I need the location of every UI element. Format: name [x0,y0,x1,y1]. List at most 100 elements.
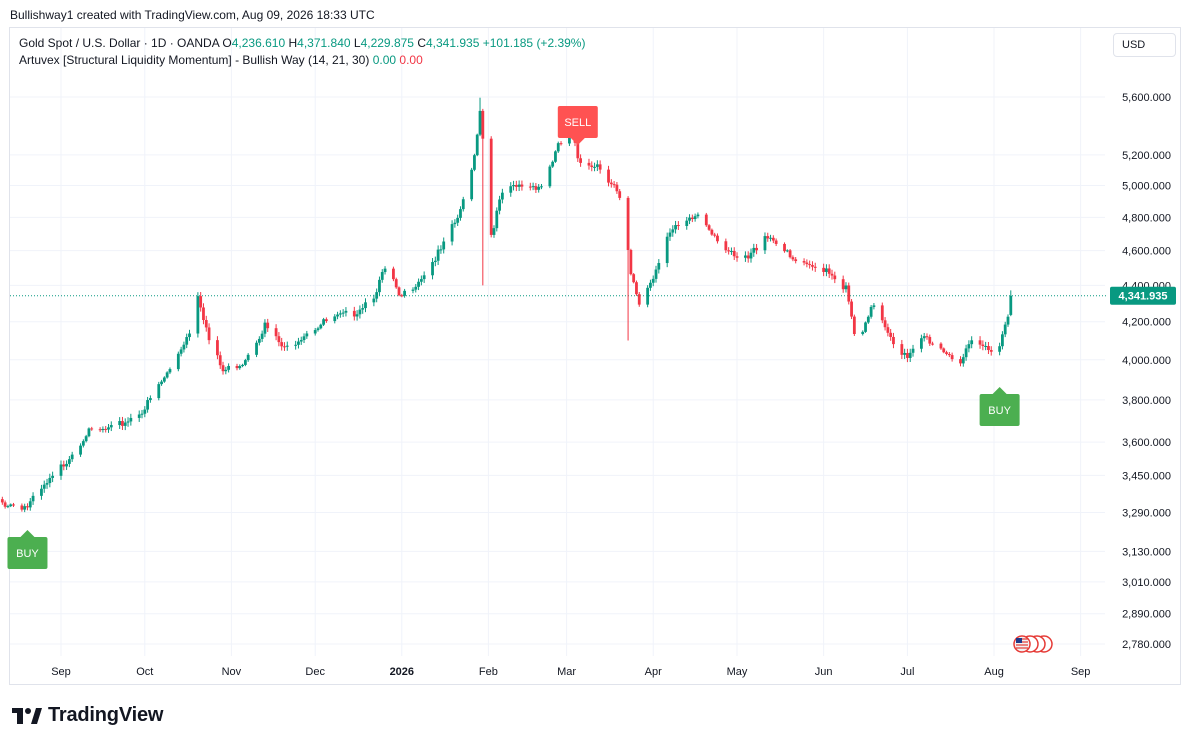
x-tick-label: Mar [557,666,576,678]
candle-body [632,274,636,283]
candle-body [23,506,27,510]
us-flag-icon[interactable] [1013,635,1053,653]
candle-body [674,225,677,230]
candle-body [361,308,365,310]
candle-body [593,166,596,168]
candle-body [364,302,367,309]
candle-body [121,421,124,426]
signal-label: BUY [16,548,39,560]
candle-body [378,279,381,293]
candle-body [20,505,24,510]
y-tick-label: 4,800.000 [1122,212,1171,224]
candle-body [911,348,915,353]
candle-body [528,186,532,188]
candle-body [243,360,247,365]
candle-body [459,209,462,218]
legend-change-value: +101.185 (+2.39%) [482,36,586,50]
candle-body [411,289,415,291]
time-axis[interactable]: Sep Oct Nov Dec 2026 Feb Mar Apr May Jun Jul Aug Sep [51,666,1090,678]
candle-body [202,307,205,321]
candle-body [908,352,912,358]
candle-body [811,265,814,267]
price-axis[interactable]: 5,600.000 5,200.000 5,000.000 4,800.000 4,60… [1122,92,1171,651]
candle-body [537,186,541,190]
candle-body [987,346,990,350]
candle-body [355,314,359,317]
y-tick-label: 2,780.000 [1122,639,1171,651]
candle-body [489,138,493,235]
tradingview-logo-icon [12,707,42,724]
candle-body [45,483,49,485]
chart-legend: Gold Spot / U.S. Dollar · 1D · OANDA O4,… [19,35,585,69]
buy-signal: BUY [979,387,1020,426]
candle-body [730,250,733,252]
candle-body [246,354,250,361]
candle-body [766,236,770,239]
x-tick-label: Jul [900,666,914,678]
candle-body [352,310,356,317]
signal-pointer [992,387,1007,394]
signal-box [557,106,598,138]
candle-body [12,504,15,506]
candle-body [919,338,923,349]
candle-body [302,336,306,341]
candle-body [137,414,141,418]
signal-box [7,537,48,569]
candle-body [414,286,418,290]
candle-body [579,158,582,163]
candle-body [626,197,630,250]
candle-body [383,268,387,273]
candle-body [646,287,650,305]
grid-lines [10,28,1105,656]
candle-body [9,504,13,507]
candle-body [392,268,395,280]
x-tick-label: Apr [645,666,662,678]
candle-body [98,429,102,431]
candle-body [87,428,91,437]
candle-body [889,332,893,337]
candle-body [160,381,163,385]
y-tick-label: 3,130.000 [1122,546,1171,558]
candle-body [3,502,7,507]
x-tick-label: Dec [305,666,325,678]
candle-body [241,364,244,367]
candle-body [808,264,812,266]
candle-body [283,346,286,348]
candle-body [65,463,68,467]
legend-open-value: 4,236.610 [231,36,286,50]
candle-body [394,279,398,288]
candle-body [869,306,873,317]
candle-body [735,256,739,258]
candle-body [676,225,680,227]
candle-body [886,327,890,333]
legend-indicator-row: Artuvex [Structural Liquidity Momentum] … [19,52,585,69]
candle-body [148,398,152,401]
candle-body [671,229,675,233]
candle-body [450,224,454,242]
candle-body [453,222,457,225]
candle-body [651,278,655,283]
candle-body [285,345,289,347]
candle-body [668,232,672,237]
candle-body [456,217,460,223]
candle-body [333,316,337,322]
candle-body [6,506,10,508]
candle-body [316,328,320,331]
candle-body [872,305,876,307]
candle-body [224,369,228,372]
currency-button[interactable]: USD [1113,33,1176,57]
candle-body [1009,295,1013,315]
candle-body [299,340,303,342]
signal-markers: BUY SELL BUY [7,106,1020,569]
sell-signal: SELL [557,106,598,145]
candle-body [685,220,689,226]
candle-body [609,182,613,185]
candle-body [48,477,52,484]
candle-body [847,285,851,302]
candle-body [417,281,420,287]
candle-body [235,365,239,369]
candle-body [559,143,563,145]
candle-body [277,336,281,343]
x-tick-label: Oct [136,666,153,678]
